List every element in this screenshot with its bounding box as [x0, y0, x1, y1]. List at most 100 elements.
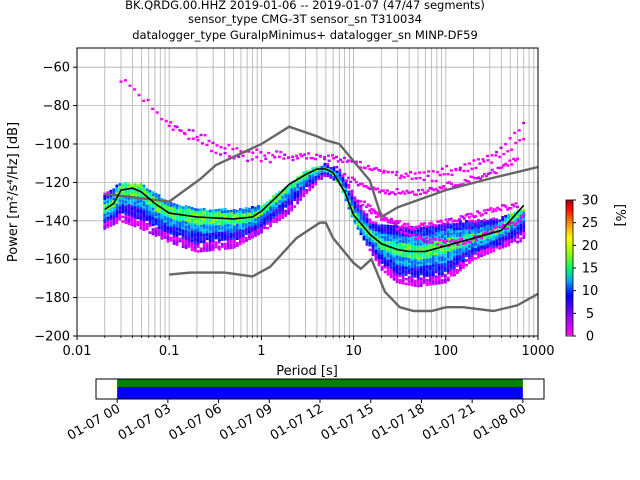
density-cell — [401, 256, 405, 260]
density-cell — [272, 215, 275, 219]
density-cell — [184, 211, 188, 215]
density-cell — [504, 228, 508, 232]
density-cell — [428, 253, 432, 256]
outlier-cell — [381, 171, 385, 174]
coverage-bar-green — [117, 379, 523, 387]
outlier-cell — [439, 244, 443, 247]
density-cell — [428, 278, 432, 282]
density-cell — [139, 199, 143, 202]
density-cell — [202, 244, 206, 248]
density-cell — [145, 206, 149, 210]
density-cell — [320, 174, 324, 178]
density-cell — [205, 219, 209, 222]
density-cell — [456, 262, 459, 265]
outlier-cell — [359, 166, 363, 169]
density-cell — [428, 232, 432, 235]
outlier-cell — [332, 157, 336, 160]
density-cell — [380, 258, 384, 262]
density-cell — [139, 224, 143, 228]
density-cell — [251, 222, 254, 225]
outlier-cell — [418, 171, 422, 174]
density-cell — [407, 243, 411, 247]
density-cell — [446, 255, 450, 259]
outlier-cell — [449, 169, 453, 172]
density-cell — [452, 236, 456, 240]
x-tick-label: 100 — [433, 344, 458, 359]
outlier-cell — [327, 159, 331, 162]
density-cell — [263, 208, 266, 211]
density-cell — [235, 218, 239, 222]
outlier-cell — [482, 160, 486, 163]
density-cell — [275, 211, 278, 214]
outlier-cell — [407, 191, 411, 194]
density-cell — [193, 247, 197, 250]
density-cell — [238, 210, 242, 213]
outlier-cell — [436, 243, 440, 246]
density-cell — [446, 264, 450, 268]
outlier-cell — [500, 166, 504, 169]
density-cell — [359, 232, 363, 236]
density-cell — [471, 256, 474, 260]
density-cell — [471, 242, 474, 246]
density-cell — [287, 191, 291, 195]
density-cell — [422, 256, 426, 259]
density-cell — [422, 258, 426, 262]
density-cell — [380, 240, 384, 244]
density-cell — [398, 267, 402, 271]
outlier-cell — [456, 243, 460, 246]
outlier-cell — [419, 237, 423, 240]
density-cell — [238, 214, 242, 218]
outlier-cell — [463, 163, 467, 166]
density-cell — [480, 254, 483, 258]
density-cell — [359, 218, 363, 222]
density-cell — [251, 224, 254, 228]
density-cell — [199, 224, 203, 228]
density-cell — [208, 228, 212, 231]
density-cell — [398, 228, 402, 232]
outlier-cell — [418, 224, 422, 228]
density-cell — [431, 273, 435, 277]
density-cell — [220, 231, 224, 235]
density-cell — [443, 234, 447, 238]
density-cell — [272, 211, 275, 214]
density-cell — [115, 200, 119, 204]
density-cell — [452, 239, 456, 242]
outlier-cell — [419, 222, 423, 225]
density-cell — [317, 177, 321, 181]
density-cell — [296, 181, 300, 184]
density-cell — [449, 246, 453, 249]
density-cell — [510, 226, 514, 230]
density-cell — [456, 225, 459, 228]
density-cell — [465, 236, 468, 239]
density-cell — [437, 258, 441, 262]
density-cell — [371, 253, 375, 257]
density-cell — [344, 187, 348, 190]
density-cell — [160, 225, 164, 229]
density-cell — [431, 275, 435, 279]
outlier-cell — [413, 193, 417, 196]
density-cell — [498, 242, 502, 246]
density-cell — [389, 270, 393, 274]
density-cell — [260, 212, 263, 216]
density-cell — [513, 237, 517, 240]
density-cell — [443, 237, 447, 240]
density-cell — [480, 220, 483, 223]
density-cell — [374, 224, 378, 227]
outlier-cell — [295, 157, 299, 160]
outlier-cell — [434, 187, 438, 191]
density-cell — [148, 231, 152, 234]
density-cell — [483, 225, 486, 229]
density-cell — [217, 222, 221, 226]
density-cell — [211, 218, 215, 222]
density-cell — [109, 205, 113, 209]
density-cell — [127, 208, 131, 212]
density-cell — [371, 232, 375, 236]
density-cell — [392, 268, 396, 272]
density-cell — [440, 256, 444, 259]
density-cell — [311, 176, 315, 180]
density-cell — [278, 202, 281, 205]
density-cell — [519, 230, 523, 234]
density-cell — [446, 235, 450, 238]
outlier-cell — [436, 189, 440, 192]
density-cell — [106, 223, 110, 227]
